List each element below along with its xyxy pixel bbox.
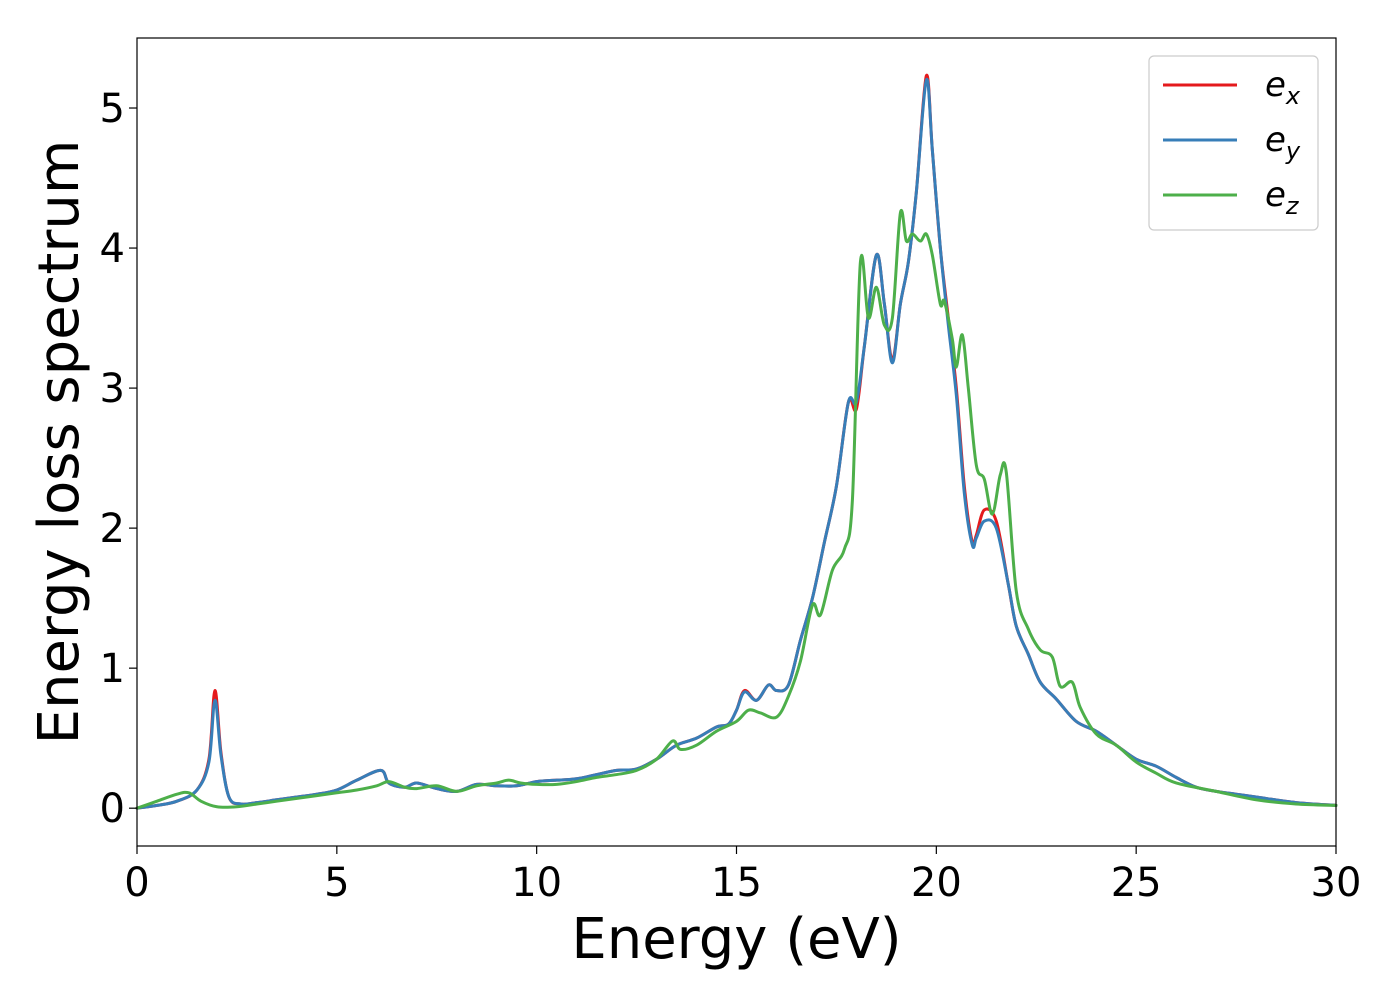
y-tick-label: 0 [100, 786, 125, 832]
series-line-z [135, 208, 1338, 810]
x-tick-label: 30 [1311, 860, 1362, 906]
x-tick-label: 10 [511, 860, 562, 906]
y-tick-label: 5 [100, 86, 125, 132]
y-axis-ticks: 0 1 2 3 4 5 [100, 86, 137, 832]
y-tick-label: 4 [100, 226, 125, 272]
x-tick-label: 20 [911, 860, 962, 906]
series-layer [135, 73, 1338, 810]
legend: ex ey ez [1148, 55, 1319, 231]
legend-label-x: ex [1265, 65, 1301, 110]
y-tick-label: 2 [100, 506, 125, 552]
x-tick-label: 0 [124, 860, 149, 906]
x-axis-ticks: 0 5 10 15 20 25 30 [124, 846, 1361, 906]
x-axis-label: Energy (eV) [571, 907, 901, 972]
series-line-y [135, 78, 1338, 810]
y-tick-label: 3 [100, 366, 125, 412]
y-axis-label: Energy loss spectrum [27, 140, 92, 745]
x-tick-label: 5 [324, 860, 349, 906]
x-tick-label: 25 [1111, 860, 1162, 906]
legend-box [1148, 55, 1319, 231]
legend-label-z: ez [1265, 175, 1300, 220]
legend-label-y: ey [1265, 120, 1301, 165]
x-tick-label: 15 [711, 860, 762, 906]
y-tick-label: 1 [100, 646, 125, 692]
